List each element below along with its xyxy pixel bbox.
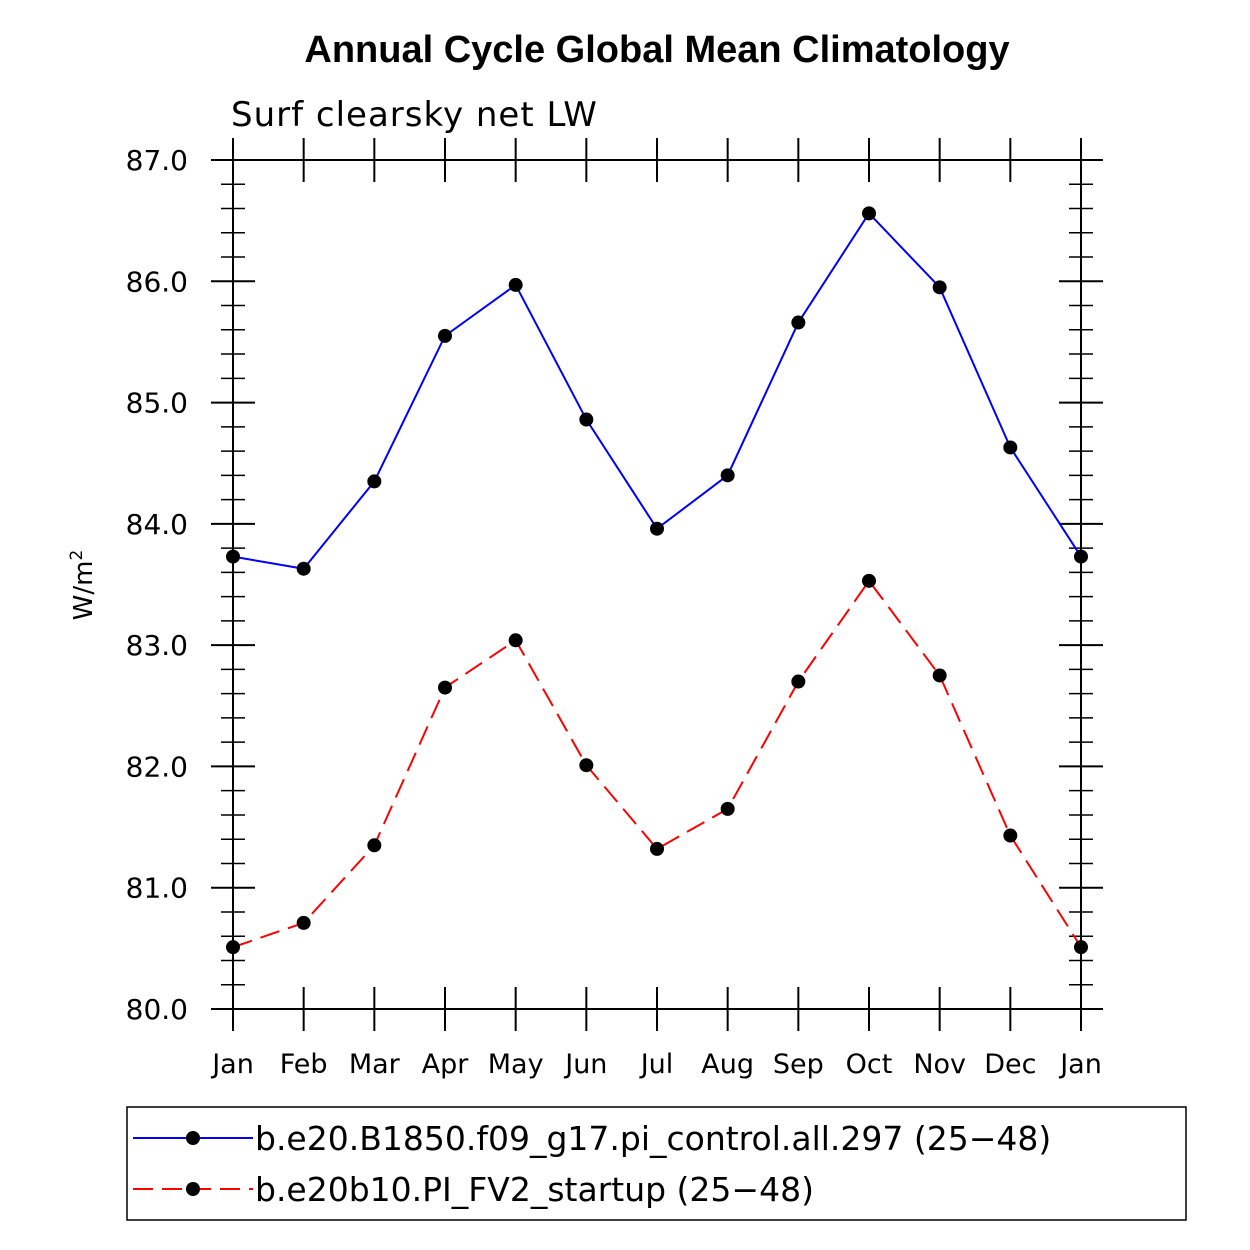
series-1-point [650,522,664,536]
axis-ticks [211,138,1103,1031]
series-1-point [862,206,876,220]
series-1-point [721,468,735,482]
series-1-point [367,474,381,488]
x-tick-label: Sep [773,1049,824,1080]
series-1-point [509,278,523,292]
legend-marker-series-2 [186,1182,200,1196]
x-tick-label: Oct [846,1049,893,1080]
legend-marker-series-1 [186,1131,200,1145]
series-1-point [579,413,593,427]
x-tick-label: Jan [210,1049,254,1080]
x-tick-label: Jan [1058,1049,1102,1080]
x-tick-label: Feb [280,1049,328,1080]
chart-subtitle: Surf clearsky net LW [231,95,598,135]
x-tick-label: Mar [349,1049,401,1080]
y-tick-label: 83.0 [126,629,188,662]
x-tick-labels: Jan Feb Mar Apr May Jun Jul Aug Sep Oct Nov Dec Jan [210,1049,1102,1080]
y-tick-label: 84.0 [126,508,188,541]
series-2-point [579,758,593,772]
series-line-2 [233,581,1081,947]
series-1-point [438,329,452,343]
legend-label-series-1: b.e20.B1850.f09_g17.pi_control.all.297 (… [255,1119,1051,1158]
y-axis-title: W/m2 [67,550,99,621]
y-tick-label: 85.0 [126,387,188,420]
x-tick-label: Apr [422,1049,470,1080]
series-2-point [721,802,735,816]
plot-series [226,206,1088,954]
y-tick-labels: 80.0 81.0 82.0 83.0 84.0 85.0 86.0 87.0 [126,144,188,1026]
series-2-point [862,574,876,588]
plot-frame [233,160,1081,1009]
y-axis-label-unit: W/m [69,561,99,621]
chart-figure: Annual Cycle Global Mean Climatology Sur… [0,0,1250,1250]
y-tick-label: 80.0 [126,993,188,1026]
x-tick-label: Jun [563,1049,607,1080]
x-tick-label: Dec [984,1049,1036,1080]
series-1-point [297,562,311,576]
x-tick-label: May [488,1049,544,1080]
series-line-1 [233,213,1081,568]
series-1-point [1003,440,1017,454]
legend: b.e20.B1850.f09_g17.pi_control.all.297 (… [127,1107,1186,1220]
series-1-point [933,280,947,294]
y-tick-label: 86.0 [126,265,188,298]
series-2-point [933,668,947,682]
series-2-point [650,842,664,856]
y-tick-label: 82.0 [126,750,188,783]
series-2-point [438,681,452,695]
series-1-point [791,316,805,330]
series-2-point [367,838,381,852]
y-tick-label: 81.0 [126,872,188,905]
y-axis-label: W/m2 [67,550,99,621]
series-2-point [297,916,311,930]
legend-label-series-2: b.e20b10.PI_FV2_startup (25−48) [255,1170,814,1209]
series-2-point [791,675,805,689]
x-tick-label: Aug [701,1049,754,1080]
x-tick-label: Jul [639,1049,674,1080]
chart-title: Annual Cycle Global Mean Climatology [304,29,1009,71]
y-tick-label: 87.0 [126,144,188,177]
x-tick-label: Nov [913,1049,966,1080]
y-axis-label-superscript: 2 [67,550,87,561]
series-2-point [509,633,523,647]
series-2-point [1003,829,1017,843]
